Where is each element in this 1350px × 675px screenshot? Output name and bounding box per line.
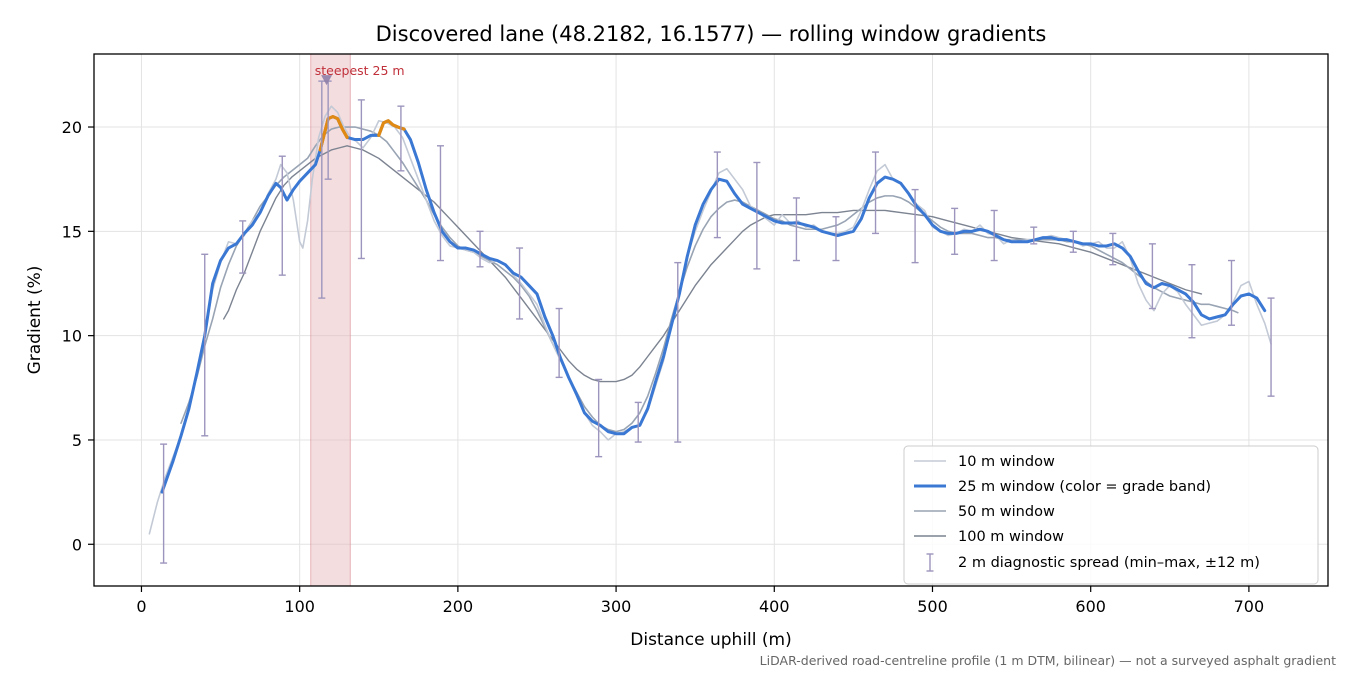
spread-bar	[397, 105, 405, 172]
spread-bar	[1069, 230, 1077, 253]
spread-bar	[911, 188, 919, 264]
series-25m-steep-segment	[318, 114, 349, 152]
x-tick-label: 400	[759, 597, 790, 616]
x-tick-label: 300	[601, 597, 632, 616]
spread-bar	[595, 378, 603, 458]
x-tick-label: 700	[1234, 597, 1265, 616]
chart-title: Discovered lane (48.2182, 16.1577) — rol…	[376, 22, 1047, 46]
steepest-annotation: steepest 25 m	[315, 63, 405, 78]
y-tick-label: 10	[62, 327, 82, 346]
x-tick-label: 100	[284, 597, 315, 616]
spread-bar	[1109, 232, 1117, 266]
steepest-marker-triangle	[321, 75, 333, 86]
y-axis-label: Gradient (%)	[25, 266, 45, 375]
legend-label-spread: 2 m diagnostic spread (min–max, ±12 m)	[958, 555, 1260, 571]
y-tick-label: 15	[62, 222, 82, 241]
spread-bar	[278, 155, 286, 276]
spread-bar	[555, 307, 563, 379]
legend-label-50m: 50 m window	[958, 504, 1055, 520]
spread-bar	[872, 151, 880, 235]
spread-bar	[832, 216, 840, 262]
x-tick-label: 200	[443, 597, 474, 616]
x-tick-label: 0	[136, 597, 146, 616]
legend-label-10m: 10 m window	[958, 454, 1055, 470]
diagnostic-spread-layer	[160, 80, 1275, 564]
spread-bar	[713, 151, 721, 239]
spread-bar	[951, 207, 959, 255]
spread-bar	[1148, 243, 1156, 310]
spread-bar	[436, 145, 444, 262]
spread-bar	[516, 247, 524, 320]
y-tick-label: 20	[62, 118, 82, 137]
spread-bar	[1267, 297, 1275, 397]
spread-bar	[634, 401, 642, 443]
x-axis-label: Distance uphill (m)	[630, 630, 791, 650]
legend: 10 m window 25 m window (color = grade b…	[903, 445, 1319, 585]
spread-bar	[160, 443, 168, 564]
grid-lines	[94, 54, 1328, 586]
plot-frame	[93, 53, 1329, 587]
spread-bar	[318, 80, 326, 299]
spread-bar	[476, 230, 484, 268]
spread-bar	[239, 220, 247, 274]
y-tick-label: 0	[72, 535, 82, 554]
spread-bar	[792, 197, 800, 262]
spread-bar	[1030, 226, 1038, 245]
x-tick-label: 500	[917, 597, 948, 616]
legend-label-25m: 25 m window (color = grade band)	[958, 479, 1211, 495]
spread-bar	[201, 253, 209, 437]
spread-bar	[1188, 264, 1196, 339]
footnote: LiDAR-derived road-centreline profile (1…	[760, 653, 1336, 668]
spread-bar	[357, 99, 365, 260]
spread-bar	[990, 209, 998, 262]
steepest-marker-layer	[321, 75, 333, 86]
series-100m-window-line	[223, 145, 1203, 383]
x-axis-ticks: 0 100 200 300 400 500 600 700	[136, 586, 1264, 616]
x-tick-label: 600	[1075, 597, 1106, 616]
y-axis-ticks: 0 5 10 15 20	[62, 118, 94, 554]
legend-box	[903, 445, 1319, 585]
spread-bar	[1227, 259, 1235, 326]
legend-swatch-spread	[926, 553, 934, 572]
spread-bar	[753, 161, 761, 270]
legend-label-100m: 100 m window	[958, 529, 1064, 545]
series-25m-steep-segment	[377, 119, 406, 137]
spread-bar	[674, 261, 682, 443]
y-tick-label: 5	[72, 431, 82, 450]
